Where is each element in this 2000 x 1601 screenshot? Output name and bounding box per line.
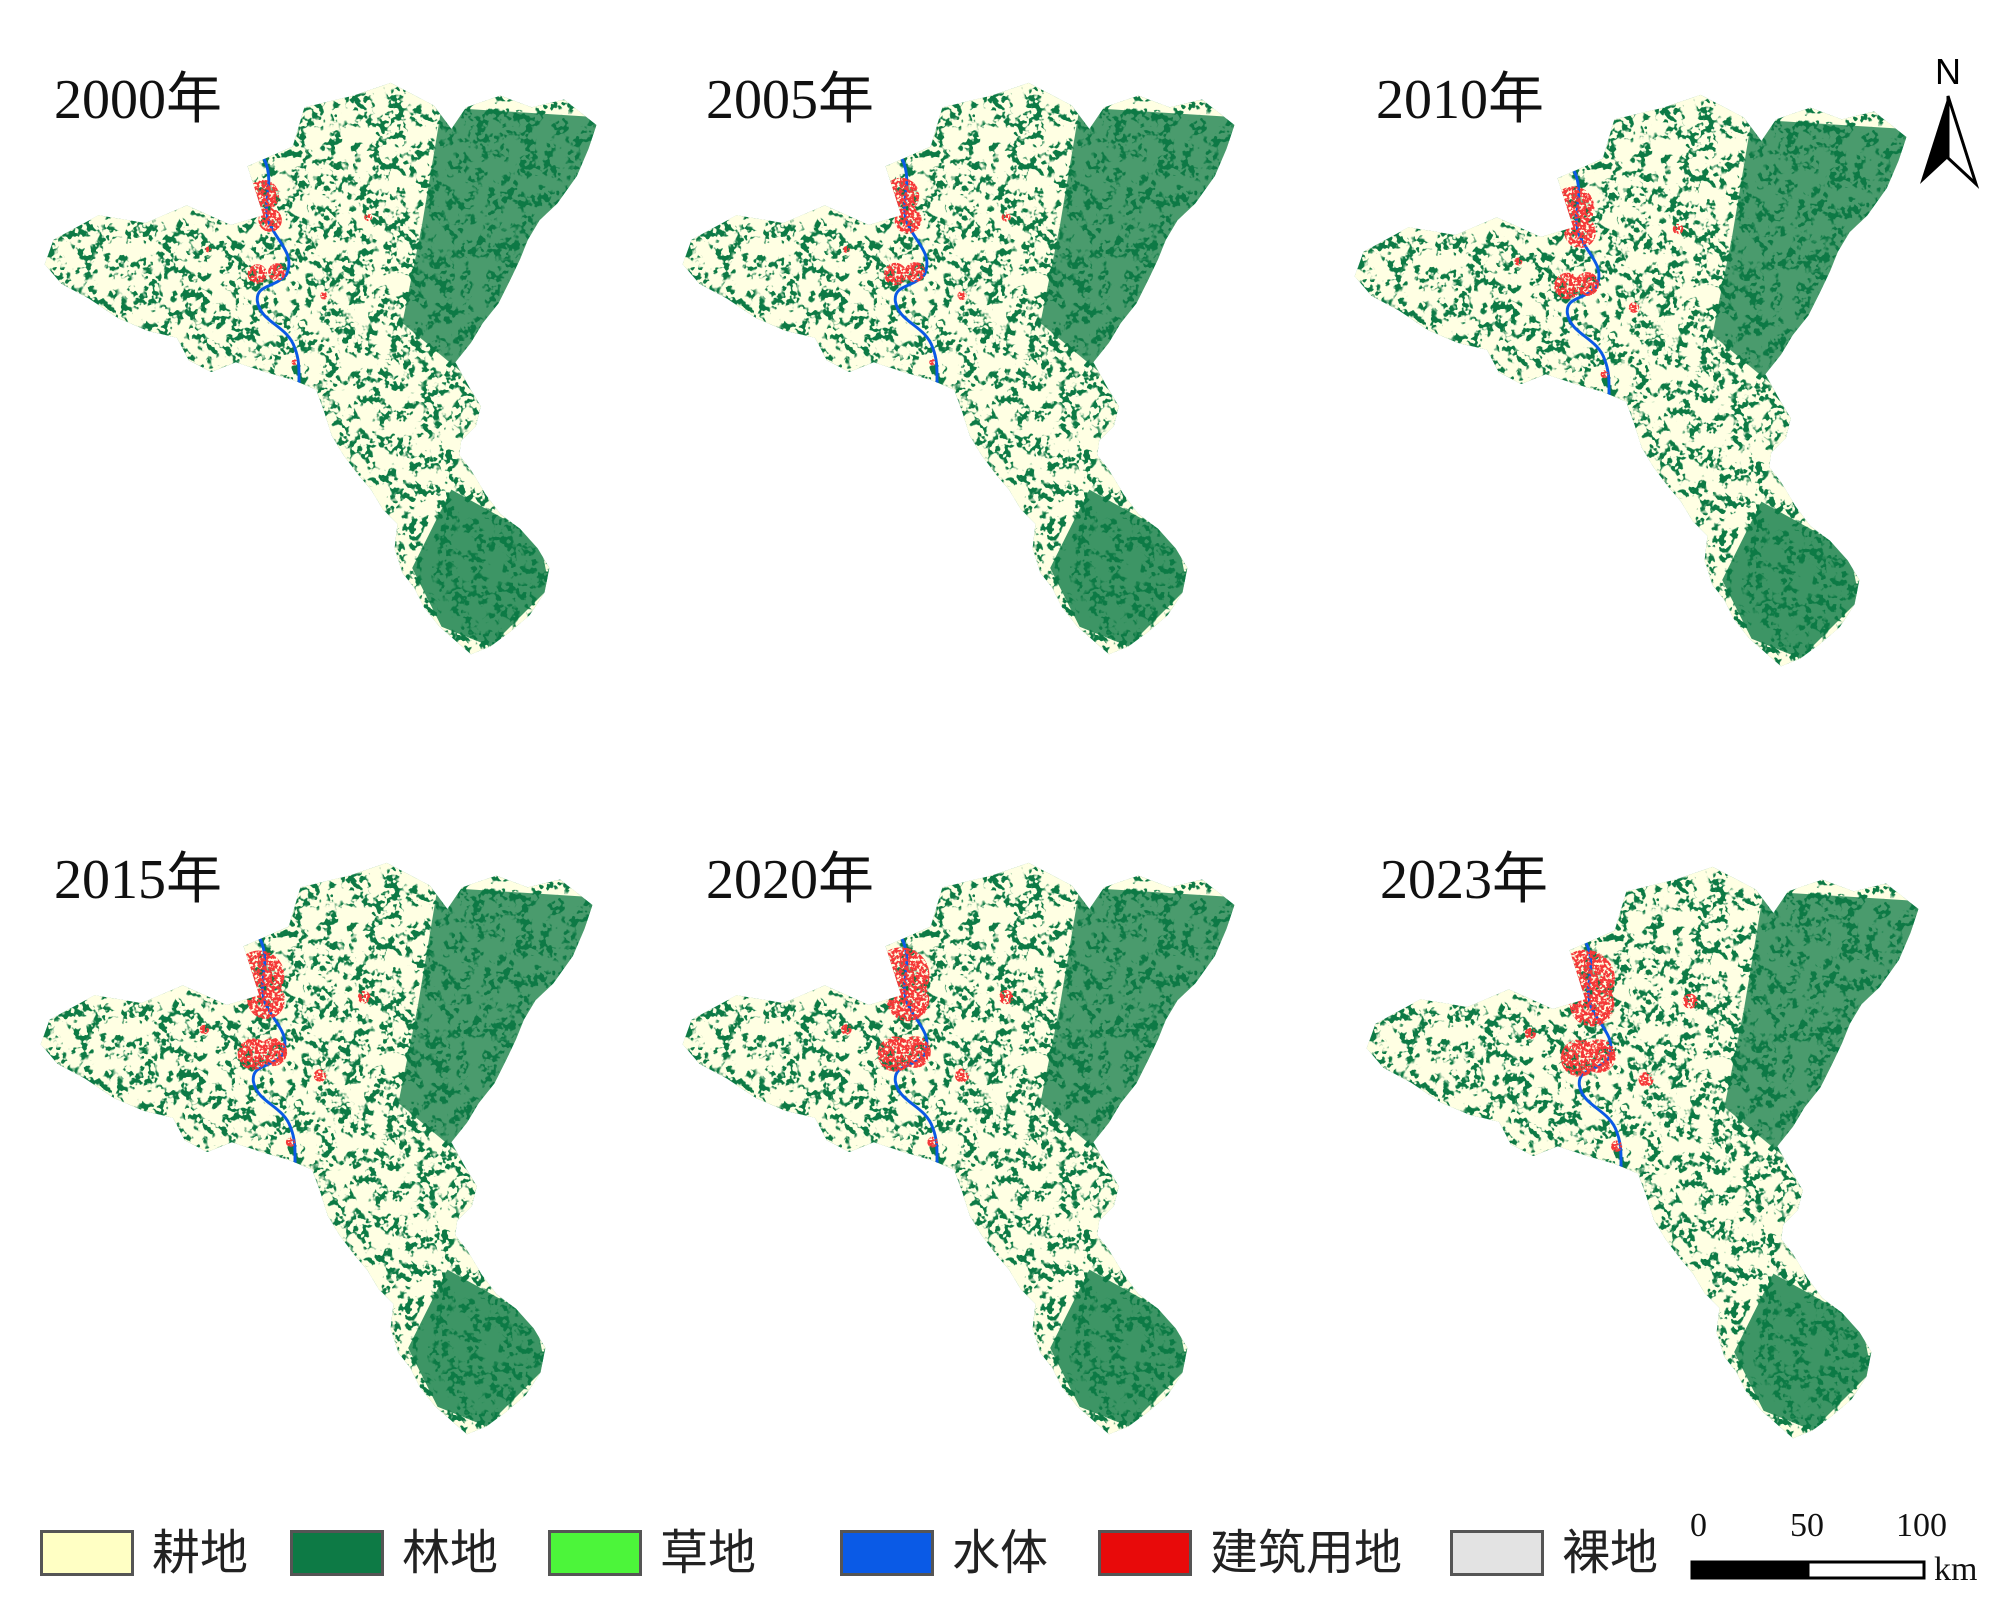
land-cover-layer — [1366, 866, 1919, 1439]
scale-tick-0: 0 — [1690, 1507, 1707, 1544]
land-cover-layer — [40, 862, 593, 1435]
north-arrow-icon — [1920, 95, 1980, 189]
forest-east — [402, 107, 597, 373]
map-panel-5 — [1366, 866, 1919, 1439]
lake — [718, 328, 747, 349]
panel-title-3: 2015年 — [54, 849, 222, 911]
panel-title-4: 2020年 — [706, 849, 874, 911]
legend-swatch — [840, 1530, 934, 1576]
forest-east — [1040, 107, 1235, 373]
forest-east — [1040, 887, 1235, 1153]
legend-label: 裸地 — [1562, 1527, 1659, 1580]
legend-label: 林地 — [402, 1527, 499, 1580]
scale-tick-50: 50 — [1790, 1507, 1824, 1544]
legend-label: 草地 — [660, 1527, 757, 1580]
legend-label: 水体 — [952, 1527, 1049, 1580]
panel-title-5: 2023年 — [1380, 849, 1548, 911]
scale-bar: 0 50 100 km — [1690, 1508, 1990, 1598]
legend-label: 耕地 — [152, 1527, 249, 1580]
forest-east — [1724, 891, 1919, 1157]
forest-south — [1722, 501, 1860, 659]
scale-unit: km — [1934, 1551, 1978, 1588]
legend-swatch — [40, 1530, 134, 1576]
river — [224, 114, 308, 412]
forest-east — [398, 887, 593, 1153]
forest-south — [412, 489, 550, 647]
panel-title-1: 2005年 — [706, 69, 874, 131]
forest-south — [1050, 1269, 1188, 1427]
north-label: N — [1935, 51, 1961, 92]
land-cover-layer — [44, 82, 597, 655]
legend-label: 建筑用地 — [1210, 1527, 1403, 1580]
lake — [1390, 340, 1419, 361]
panel-title-2: 2010年 — [1376, 69, 1544, 131]
map-panel-3 — [40, 862, 593, 1435]
map-panel-4 — [682, 862, 1235, 1435]
land-cover-layer — [682, 862, 1235, 1435]
north-arrow: N — [1916, 54, 1980, 194]
panel-title-0: 2000年 — [54, 69, 222, 131]
legend-swatch — [548, 1530, 642, 1576]
legend-swatch — [1450, 1530, 1544, 1576]
map-panel-1 — [682, 82, 1235, 655]
legend-swatch — [290, 1530, 384, 1576]
lake — [718, 1108, 747, 1129]
lake — [1402, 1112, 1431, 1133]
scale-bar-graphic — [1690, 1560, 1926, 1580]
map-panel-0 — [44, 82, 597, 655]
map-panel-2 — [1354, 94, 1907, 667]
legend: 耕地 林地 草地 水体 建筑用地 裸地 — [40, 1526, 1680, 1586]
scale-tick-100: 100 — [1896, 1507, 1947, 1544]
legend-swatch — [1098, 1530, 1192, 1576]
forest-south — [1050, 489, 1188, 647]
lake — [80, 328, 109, 349]
land-cover-layer — [1354, 94, 1907, 667]
lake — [76, 1108, 105, 1129]
forest-east — [1712, 119, 1907, 385]
forest-south — [408, 1269, 546, 1427]
forest-south — [1734, 1273, 1872, 1431]
land-cover-layer — [682, 82, 1235, 655]
